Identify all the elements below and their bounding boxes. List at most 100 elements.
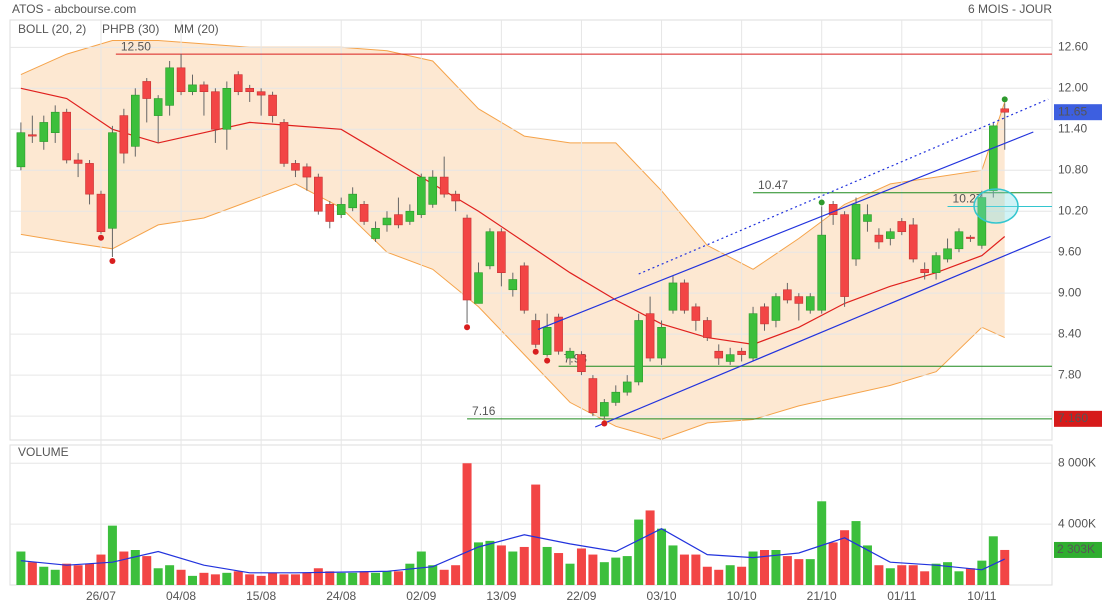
volume-bar xyxy=(885,568,895,585)
volume-bar xyxy=(828,542,838,585)
candle-body xyxy=(668,282,678,311)
y-tick-label: 9.60 xyxy=(1058,244,1082,258)
candle-body xyxy=(634,320,643,383)
candle-body xyxy=(211,91,220,130)
candle-body xyxy=(988,125,998,192)
volume-bar xyxy=(313,568,323,585)
volume-bar xyxy=(325,571,335,585)
x-tick-label: 13/09 xyxy=(486,589,516,603)
candle-body xyxy=(153,98,163,116)
volume-bar xyxy=(153,568,163,585)
candle-body xyxy=(874,234,884,243)
candle-body xyxy=(805,296,815,311)
volume-bar xyxy=(576,548,586,585)
volume-tag xyxy=(1054,541,1102,558)
volume-bar xyxy=(542,546,552,585)
volume-bar xyxy=(862,545,872,585)
candle-body xyxy=(405,210,415,222)
volume-bar xyxy=(897,565,907,585)
phpb-low xyxy=(601,420,608,427)
candle-body xyxy=(943,248,952,260)
candle-body xyxy=(371,227,380,239)
candle-body xyxy=(519,265,529,311)
volume-bar xyxy=(874,565,884,585)
volume-bar xyxy=(760,550,769,585)
volume-bar xyxy=(359,571,369,585)
level-label: 10.47 xyxy=(758,178,788,192)
bollinger-lower xyxy=(20,183,1005,440)
volume-bar xyxy=(496,545,506,585)
volume-bar xyxy=(714,569,724,585)
phpb-high xyxy=(818,199,825,206)
candle-body xyxy=(725,354,735,362)
candle-body xyxy=(16,132,26,168)
candle-body xyxy=(119,115,129,154)
volume-bar xyxy=(531,484,541,585)
y-tick-label: 11.40 xyxy=(1058,121,1087,135)
volume-bar xyxy=(50,569,60,585)
volume-tag-label: 2 303K xyxy=(1057,542,1095,556)
y-tick-label: 8 000K xyxy=(1058,455,1096,469)
chart-title: ATOS - abcbourse.com xyxy=(12,2,136,16)
volume-bar xyxy=(245,574,255,585)
y-tick-label: 7.80 xyxy=(1058,367,1082,381)
candle-body xyxy=(954,231,964,250)
y-tick-label: 4 000K xyxy=(1058,516,1096,530)
candle-body xyxy=(359,204,369,222)
volume-bar xyxy=(782,556,792,585)
y-tick-label: 10.20 xyxy=(1058,203,1088,217)
phpb-low xyxy=(544,357,551,364)
candle-body xyxy=(165,67,174,106)
level-label: 12.50 xyxy=(121,39,151,53)
volume-bar xyxy=(691,554,701,585)
volume-bar xyxy=(817,501,827,585)
volume-bar xyxy=(931,563,941,585)
y-tick-label: 12.00 xyxy=(1058,80,1088,94)
candle-body xyxy=(680,282,689,311)
volume-bar xyxy=(508,551,518,585)
phpb-low xyxy=(532,348,539,355)
candle-body xyxy=(771,296,781,321)
candle-body xyxy=(451,193,460,202)
candle-body xyxy=(416,176,426,215)
candle-body xyxy=(50,111,60,133)
volume-bar xyxy=(85,563,95,585)
volume-bar xyxy=(794,559,804,585)
candle-body xyxy=(828,204,838,215)
candle-body xyxy=(131,94,140,147)
x-tick-label: 21/10 xyxy=(807,589,837,603)
candle-body xyxy=(62,111,71,161)
candle-body xyxy=(348,193,357,209)
trendline xyxy=(594,235,1051,428)
volume-bar xyxy=(199,572,209,585)
volume-bar xyxy=(977,560,987,585)
volume-bar xyxy=(611,557,621,585)
highlight-ellipse xyxy=(973,188,1019,224)
candle-body xyxy=(394,214,403,226)
volume-bar xyxy=(645,510,655,585)
volume-bar xyxy=(908,565,918,585)
volume-bar xyxy=(519,546,529,585)
volume-bar xyxy=(119,551,129,585)
candle-body xyxy=(588,378,598,413)
candle-body xyxy=(199,84,209,93)
candle-body xyxy=(531,320,541,345)
candle-body xyxy=(508,279,518,291)
x-tick-label: 10/11 xyxy=(967,589,996,603)
volume-bar xyxy=(702,566,712,585)
candle-body xyxy=(565,350,575,359)
volume-bar xyxy=(142,556,152,585)
volume-bar xyxy=(554,553,564,585)
volume-bar xyxy=(222,572,232,585)
candle-body xyxy=(382,217,392,226)
candle-body xyxy=(474,272,483,304)
volume-bar xyxy=(268,572,278,585)
candle-body xyxy=(851,204,861,260)
volume-bar xyxy=(748,551,758,585)
phpb-high xyxy=(1001,96,1008,103)
x-tick-label: 24/08 xyxy=(326,589,356,603)
volume-bar xyxy=(725,565,735,585)
candle-body xyxy=(714,350,724,359)
